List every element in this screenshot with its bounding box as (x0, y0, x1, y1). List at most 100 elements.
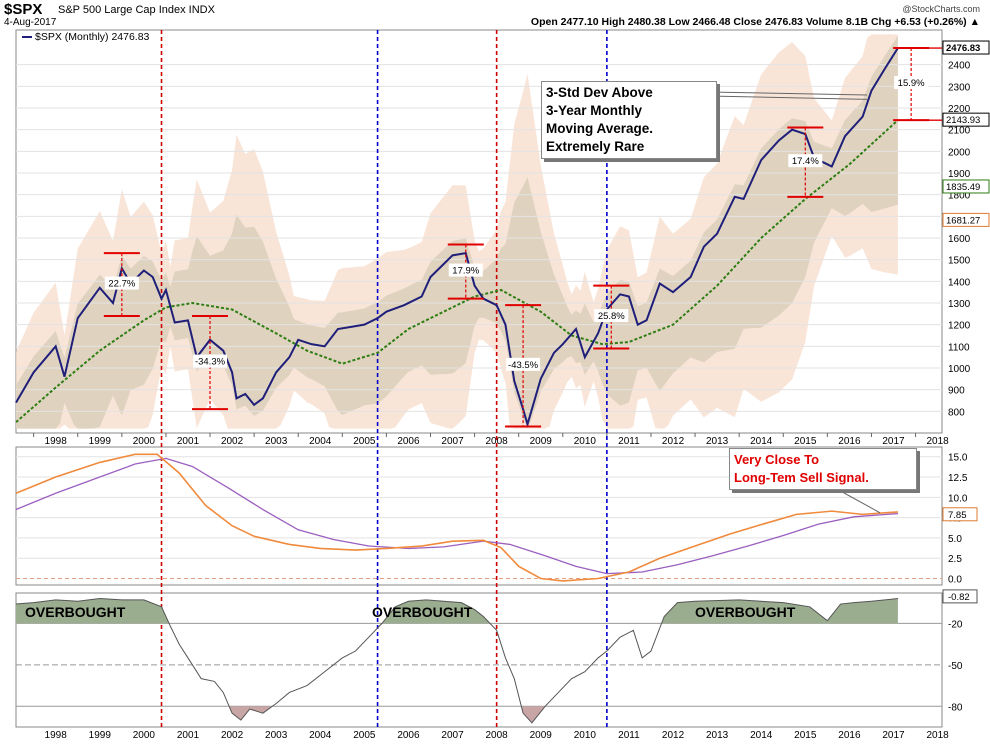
x-tick-label: 2010 (574, 436, 597, 447)
y-tick-label: 15.0 (948, 453, 968, 464)
x-tick-label: 2017 (882, 436, 905, 447)
value-tag-label: 2143.93 (946, 115, 980, 126)
x-tick-label: 2008 (486, 436, 509, 447)
y-tick-label: 1500 (948, 256, 971, 267)
x-tick-label: 2016 (838, 436, 861, 447)
y-tick-label: 900 (948, 386, 965, 397)
annotation-line: 3-Year Monthly (546, 103, 643, 118)
value-tag-label: 2476.83 (946, 43, 980, 54)
x-tick-label: 1998 (45, 730, 68, 741)
x-tick-label: 2011 (618, 436, 640, 447)
x-tick-label: 2013 (706, 436, 729, 447)
move-label-bg (594, 309, 629, 323)
y-tick-label: 1300 (948, 299, 971, 310)
x-tick-label: 2014 (750, 730, 773, 741)
y-tick-label: -80 (948, 702, 963, 713)
y-tick-label: 800 (948, 407, 965, 418)
overbought-label: OVERBOUGHT (25, 604, 126, 620)
move-label-bg (193, 354, 228, 368)
y-tick-label: 2200 (948, 104, 971, 115)
y-tick-label: 1400 (948, 277, 971, 288)
moving-average-line (15, 119, 899, 423)
x-tick-label: 2000 (133, 436, 156, 447)
overbought-fill (16, 598, 898, 624)
callout-connector (707, 95, 868, 100)
x-tick-label: 2001 (177, 730, 200, 741)
x-tick-label: 2004 (309, 730, 332, 741)
annotation-sell-signal: Very Close To Long-Tem Sell Signal. (729, 448, 917, 490)
y-tick-label: 1600 (948, 234, 971, 245)
value-tag (942, 212, 990, 227)
annotation-line: Extremely Rare (546, 139, 645, 154)
panel-frame (15, 29, 943, 434)
y-tick-label: 1900 (948, 169, 971, 180)
x-tick-label: 2012 (662, 730, 685, 741)
move-percent-label: 15.9% (898, 78, 925, 89)
x-tick-label: 1998 (45, 436, 68, 447)
x-tick-label: 2016 (838, 730, 861, 741)
y-tick-label: -50 (948, 661, 963, 672)
overbought-label: OVERBOUGHT (695, 604, 796, 620)
x-tick-label: 2007 (441, 436, 464, 447)
oversold-fill (16, 706, 898, 723)
y-tick-label: 5.0 (948, 534, 962, 545)
value-tag (942, 179, 990, 194)
y-tick-label: 2000 (948, 147, 971, 158)
y-tick-label: 1800 (948, 191, 971, 202)
legend-label: $SPX (Monthly) 2476.83 (35, 31, 150, 43)
x-tick-label: 2003 (265, 730, 288, 741)
move-percent-label: 25.8% (598, 311, 625, 322)
x-tick-label: 2002 (221, 730, 244, 741)
move-label-bg (448, 263, 483, 277)
x-tick-label: 2005 (353, 436, 376, 447)
move-percent-label: 17.9% (452, 266, 479, 277)
inner-band (16, 35, 898, 429)
y-tick-label: 1200 (948, 321, 971, 332)
move-label-bg (506, 357, 541, 371)
value-tag-label: 1681.27 (946, 215, 980, 226)
x-tick-label: 2015 (794, 730, 817, 741)
value-tag (942, 507, 978, 522)
value-tag (942, 589, 978, 604)
x-tick-label: 2018 (926, 730, 949, 741)
y-tick-label: 1000 (948, 364, 971, 375)
chart-header: $SPX S&P 500 Large Cap Index INDX 4-Aug-… (0, 0, 990, 30)
oscillator-line (15, 598, 898, 724)
value-tag (942, 112, 990, 127)
x-tick-label: 1999 (89, 730, 112, 741)
move-label-bg (788, 154, 823, 168)
y-tick-label: 0.0 (948, 575, 962, 586)
x-tick-label: 2008 (486, 730, 509, 741)
ohlc-readout: Open 2477.10 High 2480.38 Low 2466.48 Cl… (530, 16, 980, 28)
x-tick-label: 2012 (662, 436, 685, 447)
signal-line (15, 457, 898, 575)
x-tick-label: 2006 (397, 730, 420, 741)
x-tick-label: 2007 (441, 730, 464, 741)
price-legend: $SPX (Monthly) 2476.83 (22, 31, 149, 43)
price-line (15, 47, 899, 428)
x-tick-label: 2011 (618, 730, 640, 741)
annotation-3std-dev: 3-Std Dev Above 3-Year Monthly Moving Av… (541, 81, 717, 159)
y-tick-label: 2400 (948, 61, 971, 72)
x-tick-label: 2005 (353, 730, 376, 741)
move-percent-label: -34.3% (195, 357, 226, 368)
annotation-line: Moving Average. (546, 121, 654, 136)
x-tick-label: 2014 (750, 436, 773, 447)
x-tick-label: 2018 (926, 436, 949, 447)
panel-frame (15, 446, 943, 586)
x-tick-label: 2009 (530, 436, 553, 447)
y-tick-label: 12.5 (948, 473, 968, 484)
y-tick-label: -20 (948, 619, 963, 630)
callout-connector (707, 91, 868, 96)
x-tick-label: 2001 (177, 436, 200, 447)
x-tick-label: 1999 (89, 436, 112, 447)
x-tick-label: 2013 (706, 730, 729, 741)
value-tag-label: 7.85 (948, 510, 967, 521)
move-percent-label: -43.5% (508, 360, 539, 371)
callout-connector (834, 487, 881, 514)
y-tick-label: 10.0 (948, 493, 968, 504)
value-tag-label: 1835.49 (946, 182, 980, 193)
move-percent-label: 22.7% (108, 279, 135, 290)
y-tick-label: 2100 (948, 126, 971, 137)
